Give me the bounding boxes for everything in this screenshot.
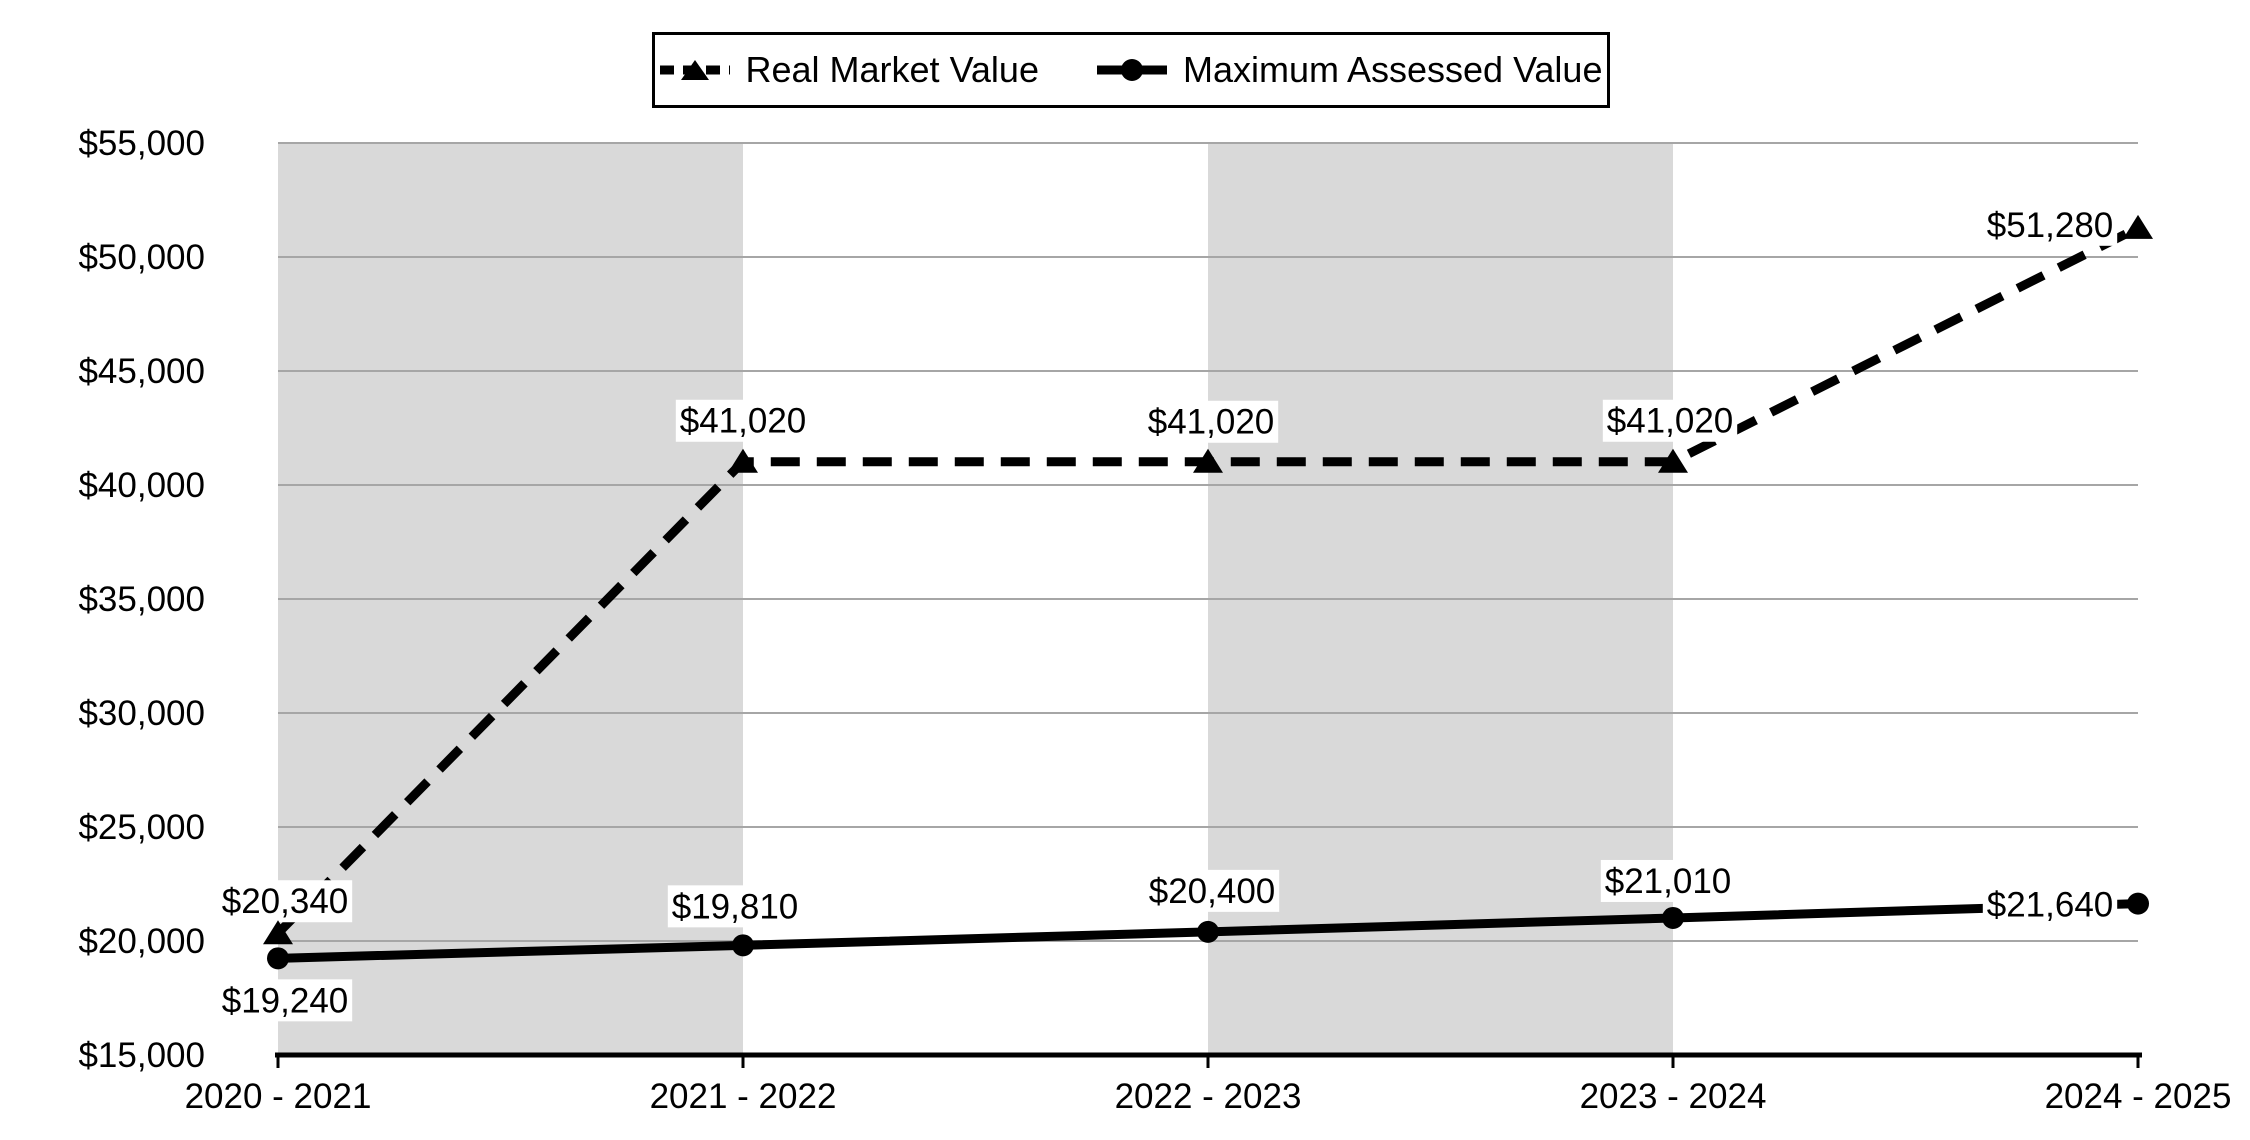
y-axis-tick-label: $15,000 <box>78 1036 205 1075</box>
x-axis-tick-label: 2023 - 2024 <box>1580 1077 1767 1116</box>
circle-marker-maximum-assessed-value <box>732 934 754 957</box>
data-label-background-real-market-value <box>217 880 353 923</box>
triangle-marker-real-market-value <box>2123 214 2153 239</box>
data-label-real-market-value: $51,280 <box>1987 206 2114 245</box>
data-label-background-real-market-value <box>675 399 811 442</box>
data-label-background-maximum-assessed-value <box>1144 869 1280 912</box>
legend-item-real-market-value: Real Market Value <box>659 49 1039 91</box>
legend-label-real-market-value: Real Market Value <box>745 49 1039 90</box>
circle-marker-maximum-assessed-value <box>2127 892 2149 915</box>
data-label-maximum-assessed-value: $19,240 <box>222 981 349 1020</box>
data-label-background-maximum-assessed-value <box>1982 883 2118 926</box>
triangle-marker-real-market-value <box>1193 448 1223 473</box>
data-label-maximum-assessed-value: $20,400 <box>1149 872 1276 911</box>
x-axis-tick-label: 2020 - 2021 <box>185 1077 372 1116</box>
triangle-marker-real-market-value <box>728 448 758 473</box>
legend-item-maximum-assessed-value: Maximum Assessed Value <box>1096 49 1603 91</box>
data-label-background-maximum-assessed-value <box>667 885 803 928</box>
y-axis-tick-label: $45,000 <box>78 352 205 391</box>
data-label-real-market-value: $41,020 <box>1148 403 1275 442</box>
triangle-marker-real-market-value <box>1658 448 1688 473</box>
y-axis-tick-label: $50,000 <box>78 238 205 277</box>
data-label-maximum-assessed-value: $19,810 <box>672 887 799 926</box>
data-label-real-market-value: $41,020 <box>680 402 807 441</box>
data-label-background-maximum-assessed-value <box>1600 859 1736 902</box>
y-axis-tick-label: $25,000 <box>78 808 205 847</box>
data-label-background-real-market-value <box>1602 399 1738 442</box>
data-label-background-real-market-value <box>1982 203 2118 246</box>
y-axis-tick-label: $20,000 <box>78 922 205 961</box>
data-label-maximum-assessed-value: $21,010 <box>1605 862 1732 901</box>
data-label-maximum-assessed-value: $21,640 <box>1987 886 2114 925</box>
solid-circle-marker-icon <box>1096 59 1167 81</box>
circle-marker-maximum-assessed-value <box>1662 906 1684 929</box>
x-axis-tick-label: 2021 - 2022 <box>650 1077 837 1116</box>
data-label-background-real-market-value <box>1143 400 1279 443</box>
data-label-background-maximum-assessed-value <box>217 979 353 1022</box>
y-axis-tick-label: $35,000 <box>78 580 205 619</box>
x-axis-tick-label: 2024 - 2025 <box>2045 1077 2232 1116</box>
data-label-real-market-value: $20,340 <box>222 882 349 921</box>
triangle-marker-real-market-value <box>263 920 293 945</box>
y-axis-tick-label: $30,000 <box>78 694 205 733</box>
data-label-real-market-value: $41,020 <box>1607 402 1734 441</box>
legend-label-maximum-assessed-value: Maximum Assessed Value <box>1182 49 1603 90</box>
y-axis-tick-label: $55,000 <box>78 124 205 163</box>
circle-marker-maximum-assessed-value <box>1197 920 1219 943</box>
dashed-triangle-marker-icon <box>659 60 730 80</box>
circle-marker-maximum-assessed-value <box>267 947 289 970</box>
x-axis-tick-label: 2022 - 2023 <box>1115 1077 1302 1116</box>
y-axis-tick-label: $40,000 <box>78 466 205 505</box>
legend: Real Market Value Maximum Assessed Value <box>652 32 1610 108</box>
